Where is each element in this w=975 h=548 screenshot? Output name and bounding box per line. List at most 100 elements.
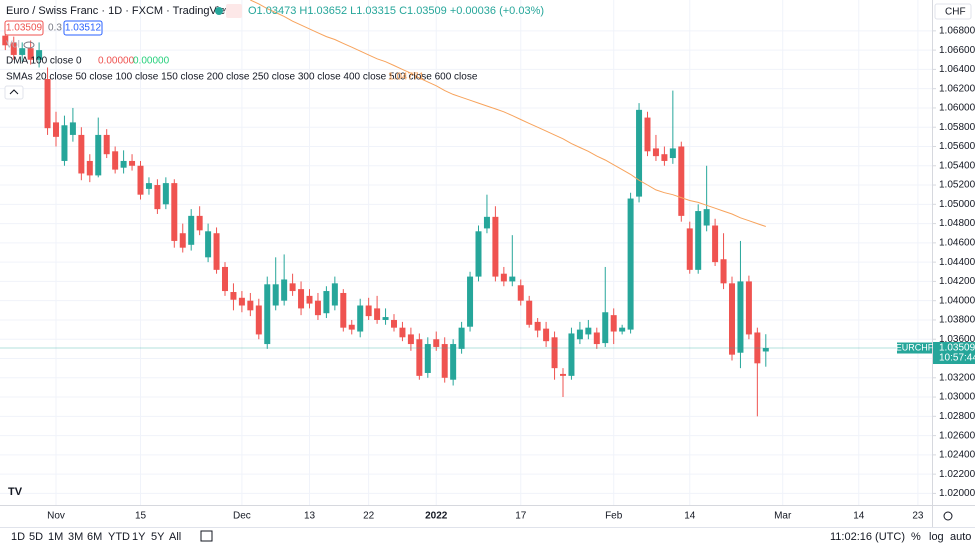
status-dot: [215, 7, 223, 15]
candle-body: [2, 35, 9, 46]
toolbar: 1D 5D 1M 3M 6M YTD 1Y 5Y All: [11, 531, 181, 543]
price-tag: [933, 342, 975, 365]
range-button[interactable]: 3M: [68, 531, 83, 543]
candle-body: [103, 134, 110, 155]
candle-body: [162, 183, 169, 205]
y-tick-label: 1.04200: [939, 276, 975, 287]
candle-body: [416, 339, 423, 376]
range-button[interactable]: YTD: [108, 531, 130, 543]
candle-body: [230, 292, 237, 300]
candle-body: [272, 284, 279, 306]
candle-body: [154, 185, 161, 210]
candle-body: [762, 348, 769, 352]
candle-body: [543, 328, 550, 342]
candle-body: [534, 321, 541, 331]
candle-body: [365, 305, 372, 317]
range-button[interactable]: 1M: [48, 531, 63, 543]
x-tick-label: 22: [363, 511, 375, 522]
candle-body: [314, 300, 321, 316]
candle-body: [264, 284, 271, 345]
candle-body: [644, 117, 651, 152]
candle-body: [306, 295, 313, 304]
status-icon: [226, 4, 242, 18]
buy-price[interactable]: 1.03512: [65, 23, 102, 34]
range-button[interactable]: All: [169, 531, 181, 543]
dma-value: 0.00000: [133, 56, 170, 67]
candle-body: [424, 344, 431, 373]
candle-body: [576, 329, 583, 340]
candle-body: [120, 160, 127, 168]
x-tick-label: 15: [135, 511, 147, 522]
candle-body: [78, 134, 85, 174]
settings-icon[interactable]: [943, 511, 953, 521]
candle-body: [492, 216, 499, 277]
collapse-button[interactable]: [4, 85, 24, 100]
candle-body: [137, 165, 144, 195]
range-button[interactable]: 5D: [29, 531, 43, 543]
candle-body: [593, 332, 600, 345]
x-tick-label: Feb: [605, 511, 623, 522]
candle-body: [568, 333, 575, 376]
percent-button[interactable]: %: [911, 531, 921, 543]
candle-body: [129, 160, 136, 166]
range-button[interactable]: 6M: [87, 531, 102, 543]
symbol-name: EURCHF: [896, 342, 934, 352]
smas-value: 1.04771: [388, 72, 425, 83]
range-button[interactable]: 5Y: [151, 531, 165, 543]
candle-body: [509, 276, 516, 282]
candle-body: [602, 312, 609, 344]
y-tick-label: 1.06400: [939, 64, 975, 75]
candle-body: [53, 122, 59, 137]
candle-body: [69, 122, 76, 135]
time-axis: Nov 15 Dec 13 22 2022 17 Feb 14 Mar 14 23: [47, 511, 924, 522]
auto-button[interactable]: auto: [950, 531, 971, 543]
candle-body: [652, 148, 659, 157]
buy-button[interactable]: [63, 20, 103, 36]
sell-price[interactable]: 1.03509: [6, 23, 43, 34]
candle-body: [450, 344, 457, 380]
candle-body: [374, 308, 381, 320]
x-tick-label: Dec: [233, 511, 251, 522]
candle-body: [560, 373, 566, 376]
candle-body: [610, 315, 617, 332]
candle-body: [712, 225, 719, 263]
price-tag-countdown: 10:57:44: [939, 353, 975, 364]
y-tick-label: 1.02400: [939, 450, 975, 461]
dma-label: DMA 100 close 0: [6, 56, 82, 67]
candle-body: [467, 276, 474, 327]
candle-body: [382, 317, 389, 320]
candle-body: [441, 344, 448, 378]
y-tick-label: 1.03200: [939, 372, 975, 383]
tv-logo: TV: [8, 486, 23, 498]
candle-body: [205, 231, 212, 258]
clock: 11:02:16 (UTC): [830, 531, 905, 543]
eye-icon[interactable]: [23, 41, 35, 49]
candle-body: [44, 79, 51, 129]
candle-body: [551, 337, 558, 369]
y-tick-label: 1.02600: [939, 430, 975, 441]
x-tick-label: 13: [304, 511, 316, 522]
range-button[interactable]: 1Y: [132, 531, 146, 543]
sell-button[interactable]: [4, 20, 44, 36]
range-button[interactable]: 1D: [11, 531, 25, 543]
log-button[interactable]: log: [929, 531, 944, 543]
candle-body: [678, 146, 685, 216]
candle-body: [27, 48, 34, 60]
currency-button[interactable]: [934, 3, 972, 20]
currency[interactable]: CHF: [945, 7, 966, 18]
y-tick-label: 1.04800: [939, 218, 975, 229]
candle-body: [433, 339, 440, 347]
candle-body: [500, 273, 507, 282]
candle-body: [661, 154, 668, 161]
candle-body: [526, 300, 533, 325]
price-tag-value: 1.03509: [939, 343, 975, 354]
candle-body: [340, 292, 347, 328]
candle-body: [213, 233, 220, 270]
candle-body: [585, 327, 592, 335]
candle-body: [289, 283, 296, 292]
date-range-icon[interactable]: [200, 530, 213, 542]
y-tick-label: 1.04400: [939, 257, 975, 268]
y-tick-label: 1.03600: [939, 334, 975, 345]
y-tick-label: 1.02800: [939, 411, 975, 422]
